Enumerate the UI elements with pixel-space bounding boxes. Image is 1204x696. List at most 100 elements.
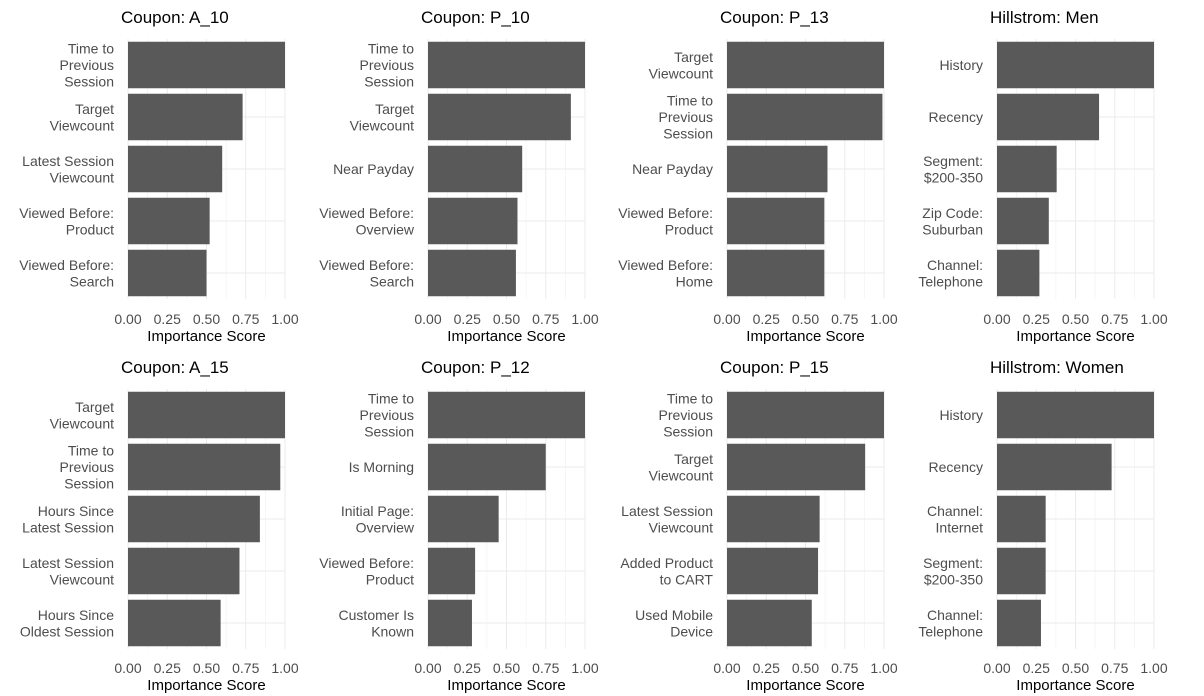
bar	[428, 249, 516, 297]
category-label: Initial Page: Overview	[341, 503, 415, 536]
bar	[428, 145, 523, 193]
bar	[997, 41, 1154, 89]
x-tick-label: 0.75	[232, 660, 259, 676]
x-tick-label: 0.50	[193, 311, 220, 327]
bar	[997, 197, 1049, 245]
bar	[428, 93, 571, 141]
category-label: Segment: $200-350	[923, 153, 983, 186]
category-label: History	[939, 57, 983, 73]
bar	[727, 197, 825, 245]
bar	[128, 197, 210, 245]
panel-title: Coupon: A_15	[121, 358, 229, 377]
x-tick-label: 1.00	[870, 660, 897, 676]
bar	[727, 391, 884, 439]
panel-5: Coupon: A_15 Target Viewcount Time to Previo…	[20, 358, 299, 694]
category-label: Target Viewcount	[50, 101, 114, 134]
bar	[727, 145, 828, 193]
x-tick-label: 0.25	[753, 311, 780, 327]
bar	[128, 249, 207, 297]
x-tick-label: 1.00	[271, 660, 298, 676]
bar	[128, 599, 221, 647]
category-label: Time to Previous Session	[360, 391, 415, 440]
x-tick-label: 0.75	[232, 311, 259, 327]
x-tick-label: 0.25	[154, 660, 181, 676]
x-tick-label: 1.00	[571, 311, 598, 327]
bar	[428, 41, 585, 89]
x-tick-label: 0.50	[193, 660, 220, 676]
x-tick-label: 0.25	[1023, 660, 1050, 676]
x-tick-label: 0.25	[454, 660, 481, 676]
category-label: Time to Previous Session	[60, 443, 115, 492]
bar	[128, 145, 223, 193]
x-tick-label: 0.75	[532, 660, 559, 676]
x-axis-label: Importance Score	[447, 328, 565, 345]
category-label: Customer Is Known	[339, 607, 414, 640]
x-axis-label: Importance Score	[447, 677, 565, 694]
x-axis-label: Importance Score	[1016, 328, 1134, 345]
bar	[997, 391, 1154, 439]
category-label: Near Payday	[333, 161, 414, 177]
bar	[997, 443, 1112, 491]
bar	[997, 145, 1057, 193]
panel-title: Coupon: P_12	[421, 358, 530, 377]
x-tick-label: 0.75	[831, 660, 858, 676]
x-axis-label: Importance Score	[147, 328, 265, 345]
category-label: Viewed Before: Product	[618, 205, 713, 238]
x-tick-label: 0.50	[1062, 660, 1089, 676]
bar	[997, 599, 1041, 647]
category-label: Time to Previous Session	[360, 41, 415, 90]
bar	[428, 547, 476, 595]
bar	[997, 495, 1046, 543]
panel-title: Coupon: P_15	[720, 358, 829, 377]
bar	[128, 547, 240, 595]
bar	[727, 495, 820, 543]
bar	[428, 197, 518, 245]
category-label: Hours Since Oldest Session	[20, 607, 114, 640]
category-label: Target Viewcount	[50, 399, 114, 432]
x-tick-label: 0.25	[154, 311, 181, 327]
panel-title: Hillstrom: Women	[990, 358, 1124, 377]
x-tick-label: 1.00	[1140, 311, 1167, 327]
category-label: Near Payday	[632, 161, 713, 177]
bar	[997, 93, 1100, 141]
category-label: Time to Previous Session	[659, 93, 714, 142]
panel-2: Coupon: P_10 Time to Previous Session Target…	[319, 8, 599, 345]
bar	[997, 249, 1040, 297]
bar	[727, 93, 883, 141]
x-axis-label: Importance Score	[1016, 677, 1134, 694]
panel-1: Coupon: A_10 Time to Previous Session Target…	[19, 8, 299, 345]
panel-title: Coupon: A_10	[121, 8, 229, 27]
category-label: Hours Since Latest Session	[22, 503, 114, 536]
panel-title: Hillstrom: Men	[990, 8, 1099, 27]
panel-6: Coupon: P_12 Time to Previous Session Is Mor…	[319, 358, 599, 694]
x-tick-label: 1.00	[1140, 660, 1167, 676]
category-label: Is Morning	[349, 459, 414, 475]
bar	[128, 495, 260, 543]
x-tick-label: 0.00	[713, 660, 740, 676]
category-label: Time to Previous Session	[60, 41, 115, 90]
x-tick-label: 0.75	[1101, 660, 1128, 676]
bar	[727, 547, 819, 595]
bar	[727, 599, 812, 647]
category-label: Used Mobile Device	[635, 607, 713, 640]
bar	[727, 41, 884, 89]
x-tick-label: 0.75	[831, 311, 858, 327]
category-label: Zip Code: Suburban	[922, 205, 983, 238]
category-label: Viewed Before: Search	[319, 257, 414, 290]
x-tick-label: 0.00	[983, 311, 1010, 327]
x-tick-label: 1.00	[870, 311, 897, 327]
category-label: Target Viewcount	[649, 49, 713, 82]
bar	[428, 495, 499, 543]
x-axis-label: Importance Score	[746, 677, 864, 694]
category-label: Viewed Before: Product	[319, 555, 414, 588]
panel-8: Hillstrom: Women History Recency Channel: In…	[918, 358, 1167, 694]
x-tick-label: 0.00	[713, 311, 740, 327]
x-tick-label: 0.00	[983, 660, 1010, 676]
category-label: Recency	[929, 459, 983, 475]
bar	[128, 391, 285, 439]
x-axis-label: Importance Score	[746, 328, 864, 345]
x-tick-label: 0.50	[493, 660, 520, 676]
category-label: Added Product to CART	[620, 555, 713, 588]
category-label: Viewed Before: Overview	[319, 205, 415, 238]
category-label: Latest Session Viewcount	[22, 555, 114, 588]
